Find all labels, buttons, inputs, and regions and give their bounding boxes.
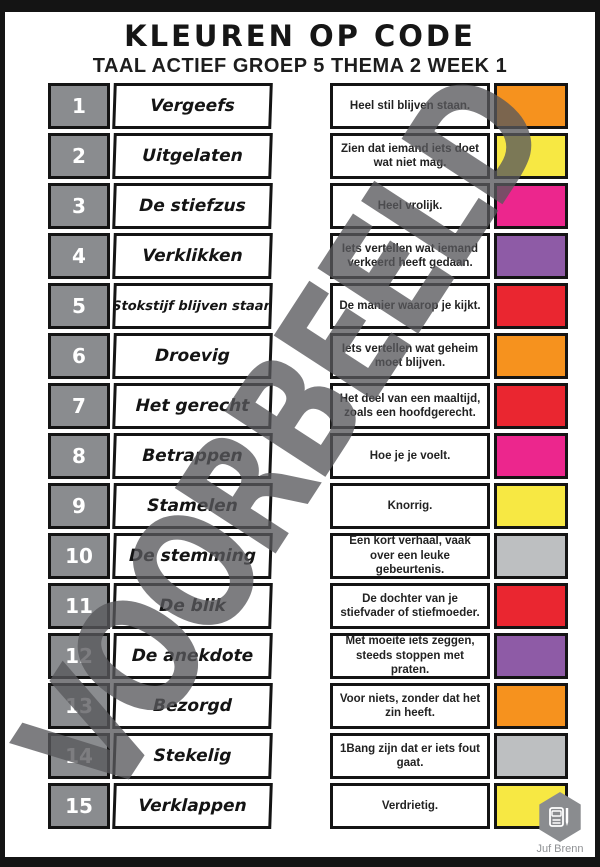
word-cell: Stekelig xyxy=(112,733,273,779)
word-cell: Stokstijf blijven staan xyxy=(112,283,273,329)
row-number: 9 xyxy=(48,483,110,529)
word-row: 8 Betrappen xyxy=(48,433,273,479)
row-number: 13 xyxy=(48,683,110,729)
definition-row: Heel vrolijk. xyxy=(330,183,568,229)
definition-row: Zien dat iemand iets doet wat niet mag. xyxy=(330,133,568,179)
notebook-pencil-icon xyxy=(549,807,569,827)
definition-cell: Heel vrolijk. xyxy=(330,183,490,229)
word-cell: De stiefzus xyxy=(112,183,273,229)
color-swatch-orange xyxy=(494,333,568,379)
word-row: 1 Vergeefs xyxy=(48,83,273,129)
definition-cell: Iets vertellen wat iemand verkeerd heeft… xyxy=(330,233,490,279)
word-cell: De stemming xyxy=(112,533,273,579)
hexagon-badge xyxy=(539,792,581,842)
color-swatch-gray xyxy=(494,533,568,579)
word-cell: Het gerecht xyxy=(112,383,273,429)
definition-cell: Een kort verhaal, vaak over een leuke ge… xyxy=(330,533,490,579)
word-cell: Stamelen xyxy=(112,483,273,529)
definition-cell: Voor niets, zonder dat het zin heeft. xyxy=(330,683,490,729)
definition-row: Heel stil blijven staan. xyxy=(330,83,568,129)
word-row: 9 Stamelen xyxy=(48,483,273,529)
row-number: 8 xyxy=(48,433,110,479)
juf-brenn-logo: Juf Brenn xyxy=(529,792,591,855)
word-cell: De blik xyxy=(112,583,273,629)
row-number: 11 xyxy=(48,583,110,629)
definition-row: Het deel van een maaltijd, zoals een hoo… xyxy=(330,383,568,429)
row-number: 12 xyxy=(48,633,110,679)
word-cell: Bezorgd xyxy=(112,683,273,729)
color-swatch-yellow xyxy=(494,483,568,529)
word-row: 2 Uitgelaten xyxy=(48,133,273,179)
color-swatch-orange xyxy=(494,683,568,729)
word-cell: Vergeefs xyxy=(112,83,273,129)
word-row: 6 Droevig xyxy=(48,333,273,379)
definition-row: Voor niets, zonder dat het zin heeft. xyxy=(330,683,568,729)
definition-row: Hoe je je voelt. xyxy=(330,433,568,479)
word-row: 5 Stokstijf blijven staan xyxy=(48,283,273,329)
definition-cell: De dochter van je stiefvader of stiefmoe… xyxy=(330,583,490,629)
page-title: KLEUREN OP CODE xyxy=(124,19,476,53)
color-swatch-pink xyxy=(494,433,568,479)
row-number: 14 xyxy=(48,733,110,779)
definition-cell: Heel stil blijven staan. xyxy=(330,83,490,129)
color-swatch-red xyxy=(494,583,568,629)
color-swatch-pink xyxy=(494,183,568,229)
color-swatch-gray xyxy=(494,733,568,779)
word-row: 15 Verklappen xyxy=(48,783,273,829)
word-row: 7 Het gerecht xyxy=(48,383,273,429)
word-row: 12 De anekdote xyxy=(48,633,273,679)
definition-row: 1Bang zijn dat er iets fout gaat. xyxy=(330,733,568,779)
word-row: 13 Bezorgd xyxy=(48,683,273,729)
word-cell: Verklikken xyxy=(112,233,273,279)
word-cell: Verklappen xyxy=(112,783,273,829)
words-table: 1 Vergeefs 2 Uitgelaten 3 De stiefzus 4 Verklik… xyxy=(48,83,273,833)
definition-cell: 1Bang zijn dat er iets fout gaat. xyxy=(330,733,490,779)
color-swatch-purple xyxy=(494,233,568,279)
row-number: 5 xyxy=(48,283,110,329)
color-swatch-purple xyxy=(494,633,568,679)
definition-row: De manier waarop je kijkt. xyxy=(330,283,568,329)
word-cell: Droevig xyxy=(112,333,273,379)
row-number: 1 xyxy=(48,83,110,129)
color-swatch-red xyxy=(494,283,568,329)
definition-cell: De manier waarop je kijkt. xyxy=(330,283,490,329)
color-swatch-orange xyxy=(494,83,568,129)
definition-cell: Zien dat iemand iets doet wat niet mag. xyxy=(330,133,490,179)
word-cell: De anekdote xyxy=(112,633,273,679)
worksheet-content: 1 Vergeefs 2 Uitgelaten 3 De stiefzus 4 Verklik… xyxy=(5,12,595,857)
worksheet-header: KLEUREN OP CODE TAAL ACTIEF GROEP 5 THEM… xyxy=(5,19,595,78)
word-cell: Uitgelaten xyxy=(112,133,273,179)
definition-cell: Met moeite iets zeggen, steeds stoppen m… xyxy=(330,633,490,679)
definition-row: Iets vertellen wat iemand verkeerd heeft… xyxy=(330,233,568,279)
definition-row: De dochter van je stiefvader of stiefmoe… xyxy=(330,583,568,629)
row-number: 3 xyxy=(48,183,110,229)
row-number: 7 xyxy=(48,383,110,429)
word-row: 3 De stiefzus xyxy=(48,183,273,229)
row-number: 4 xyxy=(48,233,110,279)
row-number: 15 xyxy=(48,783,110,829)
word-row: 4 Verklikken xyxy=(48,233,273,279)
definition-row: Een kort verhaal, vaak over een leuke ge… xyxy=(330,533,568,579)
word-row: 11 De blik xyxy=(48,583,273,629)
definition-cell: Iets vertellen wat geheim moet blijven. xyxy=(330,333,490,379)
definition-row: Met moeite iets zeggen, steeds stoppen m… xyxy=(330,633,568,679)
row-number: 10 xyxy=(48,533,110,579)
definition-cell: Hoe je je voelt. xyxy=(330,433,490,479)
word-cell: Betrappen xyxy=(112,433,273,479)
color-swatch-yellow xyxy=(494,133,568,179)
definition-cell: Verdrietig. xyxy=(330,783,490,829)
word-row: 14 Stekelig xyxy=(48,733,273,779)
definition-row: Knorrig. xyxy=(330,483,568,529)
page-subtitle: TAAL ACTIEF GROEP 5 THEMA 2 WEEK 1 xyxy=(92,55,508,77)
credit-label: Juf Brenn xyxy=(536,843,584,855)
row-number: 2 xyxy=(48,133,110,179)
color-swatch-red xyxy=(494,383,568,429)
definition-cell: Knorrig. xyxy=(330,483,490,529)
definitions-table: Heel stil blijven staan. Zien dat iemand … xyxy=(330,83,568,833)
definition-row: Iets vertellen wat geheim moet blijven. xyxy=(330,333,568,379)
word-row: 10 De stemming xyxy=(48,533,273,579)
definition-cell: Het deel van een maaltijd, zoals een hoo… xyxy=(330,383,490,429)
row-number: 6 xyxy=(48,333,110,379)
